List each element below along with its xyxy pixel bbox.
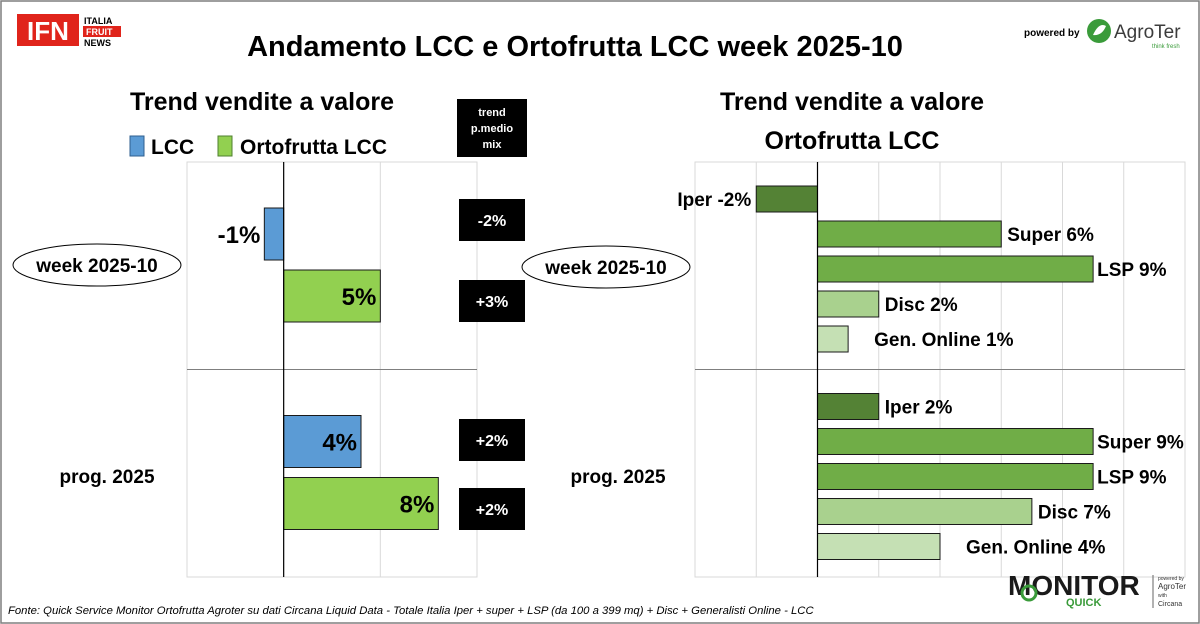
- agroter-logo-name: AgroTer: [1114, 22, 1181, 43]
- left-bar-label: 4%: [322, 430, 357, 457]
- ifn-logo-line3: NEWS: [84, 38, 111, 48]
- trend-badge-value: -2%: [478, 213, 506, 230]
- ifn-logo-line1: ITALIA: [84, 16, 113, 26]
- trend-badge: [459, 280, 525, 322]
- left-category-label: week 2025-10: [35, 256, 158, 277]
- trend-header-line3: mix: [483, 139, 503, 151]
- left-chart-title: Trend vendite a valore: [130, 88, 394, 116]
- right-chart-title-line2: Ortofrutta LCC: [765, 127, 940, 155]
- right-bar: [817, 255, 1094, 283]
- ifn-logo-block: [17, 14, 79, 46]
- right-bar-label: Super 9%: [1097, 433, 1184, 454]
- right-category-oval: [521, 245, 691, 289]
- monitor-logo-brand: AgroTer: [1158, 582, 1186, 591]
- powered-by-label: powered by: [1024, 28, 1080, 39]
- agroter-logo-tagline: think fresh: [1152, 44, 1180, 50]
- right-bar-label: Disc 2%: [885, 295, 958, 316]
- right-category-label: prog. 2025: [570, 467, 665, 488]
- right-bar-label: Super 6%: [1007, 225, 1094, 246]
- agroter-leaf-shape: [1093, 25, 1106, 36]
- right-bar: [817, 533, 941, 560]
- right-bar: [817, 428, 1094, 455]
- right-bar: [817, 325, 849, 353]
- left-legend: LCC Ortofrutta LCC: [129, 135, 387, 159]
- right-bar-label: LSP 9%: [1097, 468, 1166, 489]
- right-bar-label: Disc 7%: [1038, 503, 1111, 524]
- legend-swatch-ortofrutta: [217, 135, 233, 157]
- monitor-logo-partner: Circana: [1158, 601, 1182, 608]
- legend-label-ortofrutta: Ortofrutta LCC: [240, 136, 387, 159]
- ifn-logo: IFN ITALIA FRUIT NEWS: [17, 14, 121, 48]
- right-bar: [817, 498, 1033, 525]
- left-bar: [263, 207, 285, 261]
- trend-header-line2: p.medio: [471, 123, 513, 135]
- monitor-logo-powered: powered by: [1158, 576, 1184, 582]
- left-bar-label: -1%: [218, 222, 261, 249]
- left-category-oval: [12, 243, 182, 287]
- ifn-logo-main: IFN: [27, 16, 69, 46]
- monitor-logo-quick: QUICK: [1066, 597, 1102, 609]
- right-bar: [817, 220, 1002, 248]
- left-bar-label: 5%: [342, 284, 377, 311]
- left-plot-area: week 2025-10 -1% 5% prog. 2025 4% 8%: [12, 161, 478, 578]
- ifn-logo-fruit-bg: [83, 26, 121, 37]
- trend-header-box: [457, 99, 527, 157]
- right-bar-label: Iper 2%: [885, 398, 953, 419]
- page-title: Andamento LCC e Ortofrutta LCC week 2025…: [247, 31, 903, 63]
- trend-header-line1: trend: [478, 107, 506, 119]
- right-chart-title-line1: Trend vendite a valore: [720, 88, 984, 116]
- trend-badge-value: +2%: [476, 433, 508, 450]
- magnifier-icon: [1020, 584, 1038, 602]
- right-bar: [755, 185, 818, 213]
- legend-swatch-lcc: [129, 135, 145, 157]
- trend-badge-value: +3%: [476, 294, 508, 311]
- legend-label-lcc: LCC: [151, 136, 194, 159]
- right-bar-label: Iper -2%: [677, 190, 751, 211]
- trend-badge: [459, 488, 525, 530]
- right-bar-label: LSP 9%: [1097, 260, 1166, 281]
- left-bar: [283, 269, 381, 323]
- right-bar-label: Gen. Online 4%: [966, 538, 1105, 559]
- ifn-logo-line2: FRUIT: [86, 27, 113, 37]
- trend-badges: -2% +3% +2% +2%: [459, 199, 525, 530]
- trend-badge-value: +2%: [476, 502, 508, 519]
- left-category-label: prog. 2025: [59, 467, 154, 488]
- left-bar-label: 8%: [400, 492, 435, 519]
- right-bar-label: Gen. Online 1%: [874, 330, 1013, 351]
- monitor-quick-logo: MONITOR QUICK powered by AgroTer with Ci…: [1008, 570, 1186, 609]
- right-bar: [817, 463, 1094, 490]
- right-bar: [817, 290, 880, 318]
- trend-badge: [459, 419, 525, 461]
- right-bar: [817, 393, 880, 420]
- trend-badge: [459, 199, 525, 241]
- trend-header-badge: trend p.medio mix: [457, 99, 527, 157]
- left-bar: [283, 477, 439, 530]
- monitor-logo-with: with: [1158, 593, 1167, 599]
- footer-source: Fonte: Quick Service Monitor Ortofrutta …: [8, 605, 814, 617]
- right-category-label: week 2025-10: [544, 258, 667, 279]
- agroter-logo: AgroTer think fresh: [1087, 19, 1181, 50]
